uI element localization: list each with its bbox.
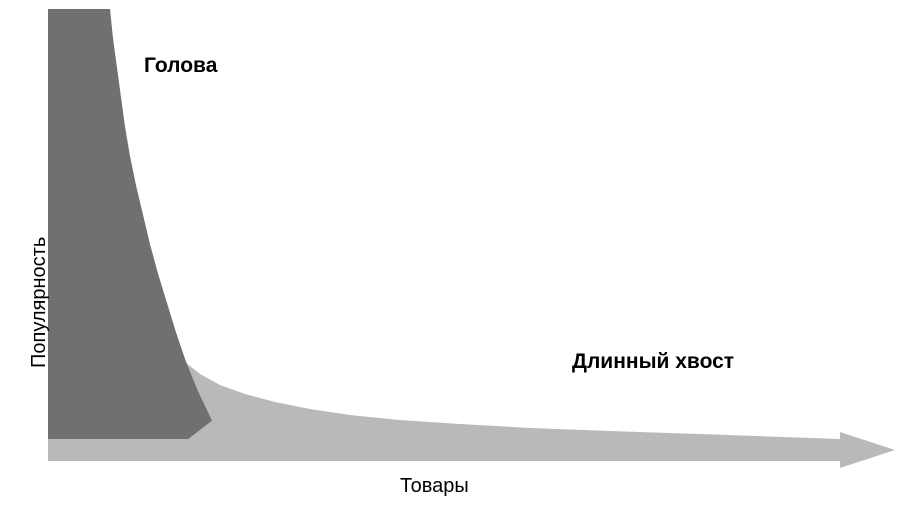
tail-label: Длинный хвост xyxy=(572,350,734,374)
y-axis-label: Популярность xyxy=(28,237,51,368)
head-label: Голова xyxy=(144,54,217,78)
tail-area xyxy=(174,348,840,450)
long-tail-chart: Голова Длинный хвост Популярность Товары xyxy=(0,0,900,513)
x-axis-label: Товары xyxy=(400,475,469,498)
chart-svg xyxy=(0,0,900,513)
